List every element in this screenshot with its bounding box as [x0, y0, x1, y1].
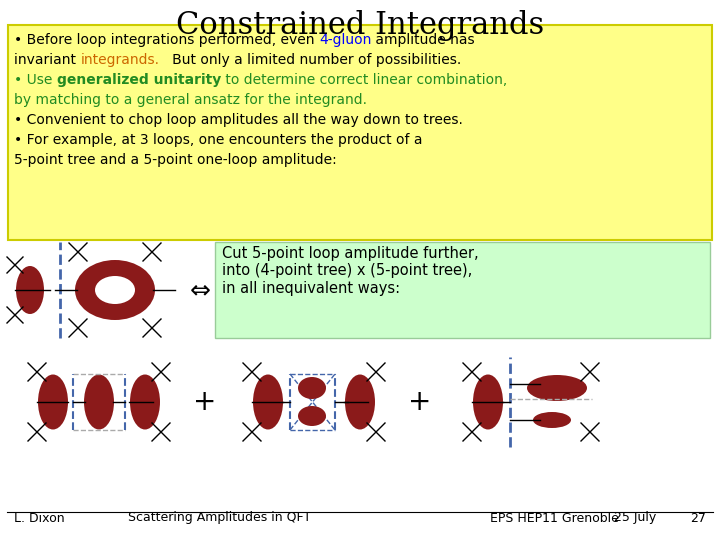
Ellipse shape [38, 375, 68, 429]
Text: invariant: invariant [14, 53, 81, 67]
Text: +: + [408, 388, 432, 416]
Text: • Before loop integrations performed, even: • Before loop integrations performed, ev… [14, 33, 319, 47]
Text: integrands.: integrands. [81, 53, 159, 67]
Text: generalized unitarity: generalized unitarity [57, 73, 221, 87]
Ellipse shape [473, 375, 503, 429]
Text: to determine correct linear combination,: to determine correct linear combination, [221, 73, 508, 87]
Text: EPS HEP11 Grenoble: EPS HEP11 Grenoble [490, 511, 619, 524]
Ellipse shape [527, 375, 587, 401]
Ellipse shape [95, 276, 135, 304]
Text: 25 July: 25 July [614, 511, 656, 524]
Text: • Use: • Use [14, 73, 57, 87]
Text: amplitude has: amplitude has [372, 33, 475, 47]
Text: 4-gluon: 4-gluon [319, 33, 372, 47]
Text: +: + [193, 388, 217, 416]
Ellipse shape [345, 375, 375, 429]
Text: Cut 5-point loop amplitude further,
into (4-point tree) x (5-point tree),
in all: Cut 5-point loop amplitude further, into… [222, 246, 479, 296]
Ellipse shape [16, 266, 44, 314]
FancyBboxPatch shape [8, 25, 712, 240]
Ellipse shape [533, 412, 571, 428]
Text: ⇔: ⇔ [189, 278, 210, 302]
Text: 27: 27 [690, 511, 706, 524]
Text: Scattering Amplitudes in QFT: Scattering Amplitudes in QFT [128, 511, 312, 524]
Text: • For example, at 3 loops, one encounters the product of a: • For example, at 3 loops, one encounter… [14, 133, 423, 147]
Text: • Convenient to chop loop amplitudes all the way down to trees.: • Convenient to chop loop amplitudes all… [14, 113, 463, 127]
Ellipse shape [75, 260, 155, 320]
Ellipse shape [298, 406, 326, 426]
Ellipse shape [84, 375, 114, 429]
Text: L. Dixon: L. Dixon [14, 511, 65, 524]
Ellipse shape [253, 375, 283, 429]
Text: But only a limited number of possibilities.: But only a limited number of possibiliti… [159, 53, 462, 67]
Text: 5-point tree and a 5-point one-loop amplitude:: 5-point tree and a 5-point one-loop ampl… [14, 153, 337, 167]
Ellipse shape [298, 377, 326, 399]
Text: Constrained Integrands: Constrained Integrands [176, 10, 544, 41]
Text: by matching to a general ansatz for the integrand.: by matching to a general ansatz for the … [14, 93, 367, 107]
Ellipse shape [130, 375, 160, 429]
FancyBboxPatch shape [215, 242, 710, 338]
